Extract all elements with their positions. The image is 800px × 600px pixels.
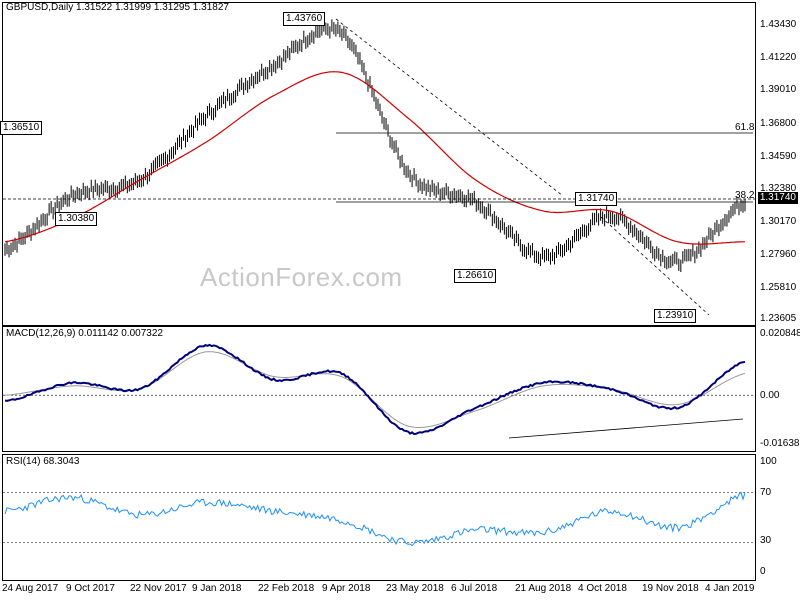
rsi-y-tick: 100	[760, 456, 777, 467]
x-tick: 9 Jan 2018	[192, 583, 242, 594]
price-chart	[3, 18, 755, 316]
rsi-panel: RSI(14) 68.3043 100 70 30 0	[0, 454, 800, 582]
x-tick: 6 Jul 2018	[451, 583, 498, 594]
current-price-tag: 1.31740	[757, 192, 798, 204]
callout-sep-high: 1.31740	[575, 192, 618, 206]
macd-y-tick: -0.016389	[760, 438, 800, 449]
price-chart-title: GBPUSD,Daily 1.31522 1.31999 1.31295 1.3…	[6, 2, 229, 13]
callout-dec-low: 1.23910	[654, 309, 697, 323]
y-tick: 1.34590	[760, 151, 797, 162]
macd-y-tick: 0.00	[760, 390, 780, 401]
fib-label-382: 38.2	[735, 190, 755, 201]
x-tick: 24 Aug 2017	[2, 583, 59, 594]
x-tick: 22 Nov 2017	[130, 583, 187, 594]
macd-title: MACD(12,26,9) 0.011142 0.007322	[6, 328, 163, 339]
macd-chart	[3, 343, 755, 439]
x-tick: 19 Nov 2018	[642, 583, 699, 594]
x-tick: 23 May 2018	[386, 583, 444, 594]
rsi-title: RSI(14) 68.3043	[6, 456, 80, 467]
rsi-plot-area[interactable]	[2, 454, 756, 581]
rsi-y-tick: 0	[760, 566, 766, 577]
callout-left-high: 1.36510	[0, 121, 43, 135]
moving-average-line	[4, 71, 745, 245]
down-trend-line	[335, 18, 564, 197]
macd-line	[4, 343, 746, 436]
callout-low-aug: 1.26610	[454, 269, 497, 283]
watermark: ActionForex.com	[200, 262, 403, 292]
y-tick: 1.36800	[760, 118, 797, 129]
x-tick: 4 Oct 2018	[578, 583, 627, 594]
x-tick: 9 Oct 2017	[66, 583, 115, 594]
rsi-y-tick: 70	[760, 487, 772, 498]
rsi-line	[4, 491, 746, 547]
y-tick: 1.32380	[760, 183, 797, 194]
y-tick: 1.39010	[760, 84, 797, 95]
x-tick: 21 Aug 2018	[515, 583, 572, 594]
y-tick: 1.27960	[760, 249, 797, 260]
rsi-y-tick: 30	[760, 535, 772, 546]
down-trend-line-2	[600, 216, 710, 316]
y-tick: 1.23605	[760, 313, 797, 324]
fib-label-618: 61.8	[735, 122, 755, 133]
macd-panel: MACD(12,26,9) 0.011142 0.007322 0.020848…	[0, 326, 800, 452]
x-tick: 22 Feb 2018	[258, 583, 315, 594]
macd-trend-line	[508, 418, 744, 439]
x-tick: 9 Apr 2018	[322, 583, 371, 594]
x-tick: 4 Jan 2019	[705, 583, 755, 594]
y-tick: 1.30170	[760, 216, 797, 227]
callout-low-oct: 1.30380	[55, 212, 98, 226]
macd-plot-area[interactable]	[2, 326, 756, 452]
y-tick: 1.43430	[760, 19, 797, 30]
y-tick: 1.25810	[760, 282, 797, 293]
rsi-chart	[3, 491, 755, 547]
price-panel: GBPUSD,Daily 1.31522 1.31999 1.31295 1.3…	[0, 2, 798, 326]
macd-y-tick: 0.020848	[760, 328, 800, 339]
callout-high: 1.43760	[283, 12, 326, 26]
price-plot-area[interactable]	[2, 2, 756, 326]
y-tick: 1.41220	[760, 52, 797, 63]
